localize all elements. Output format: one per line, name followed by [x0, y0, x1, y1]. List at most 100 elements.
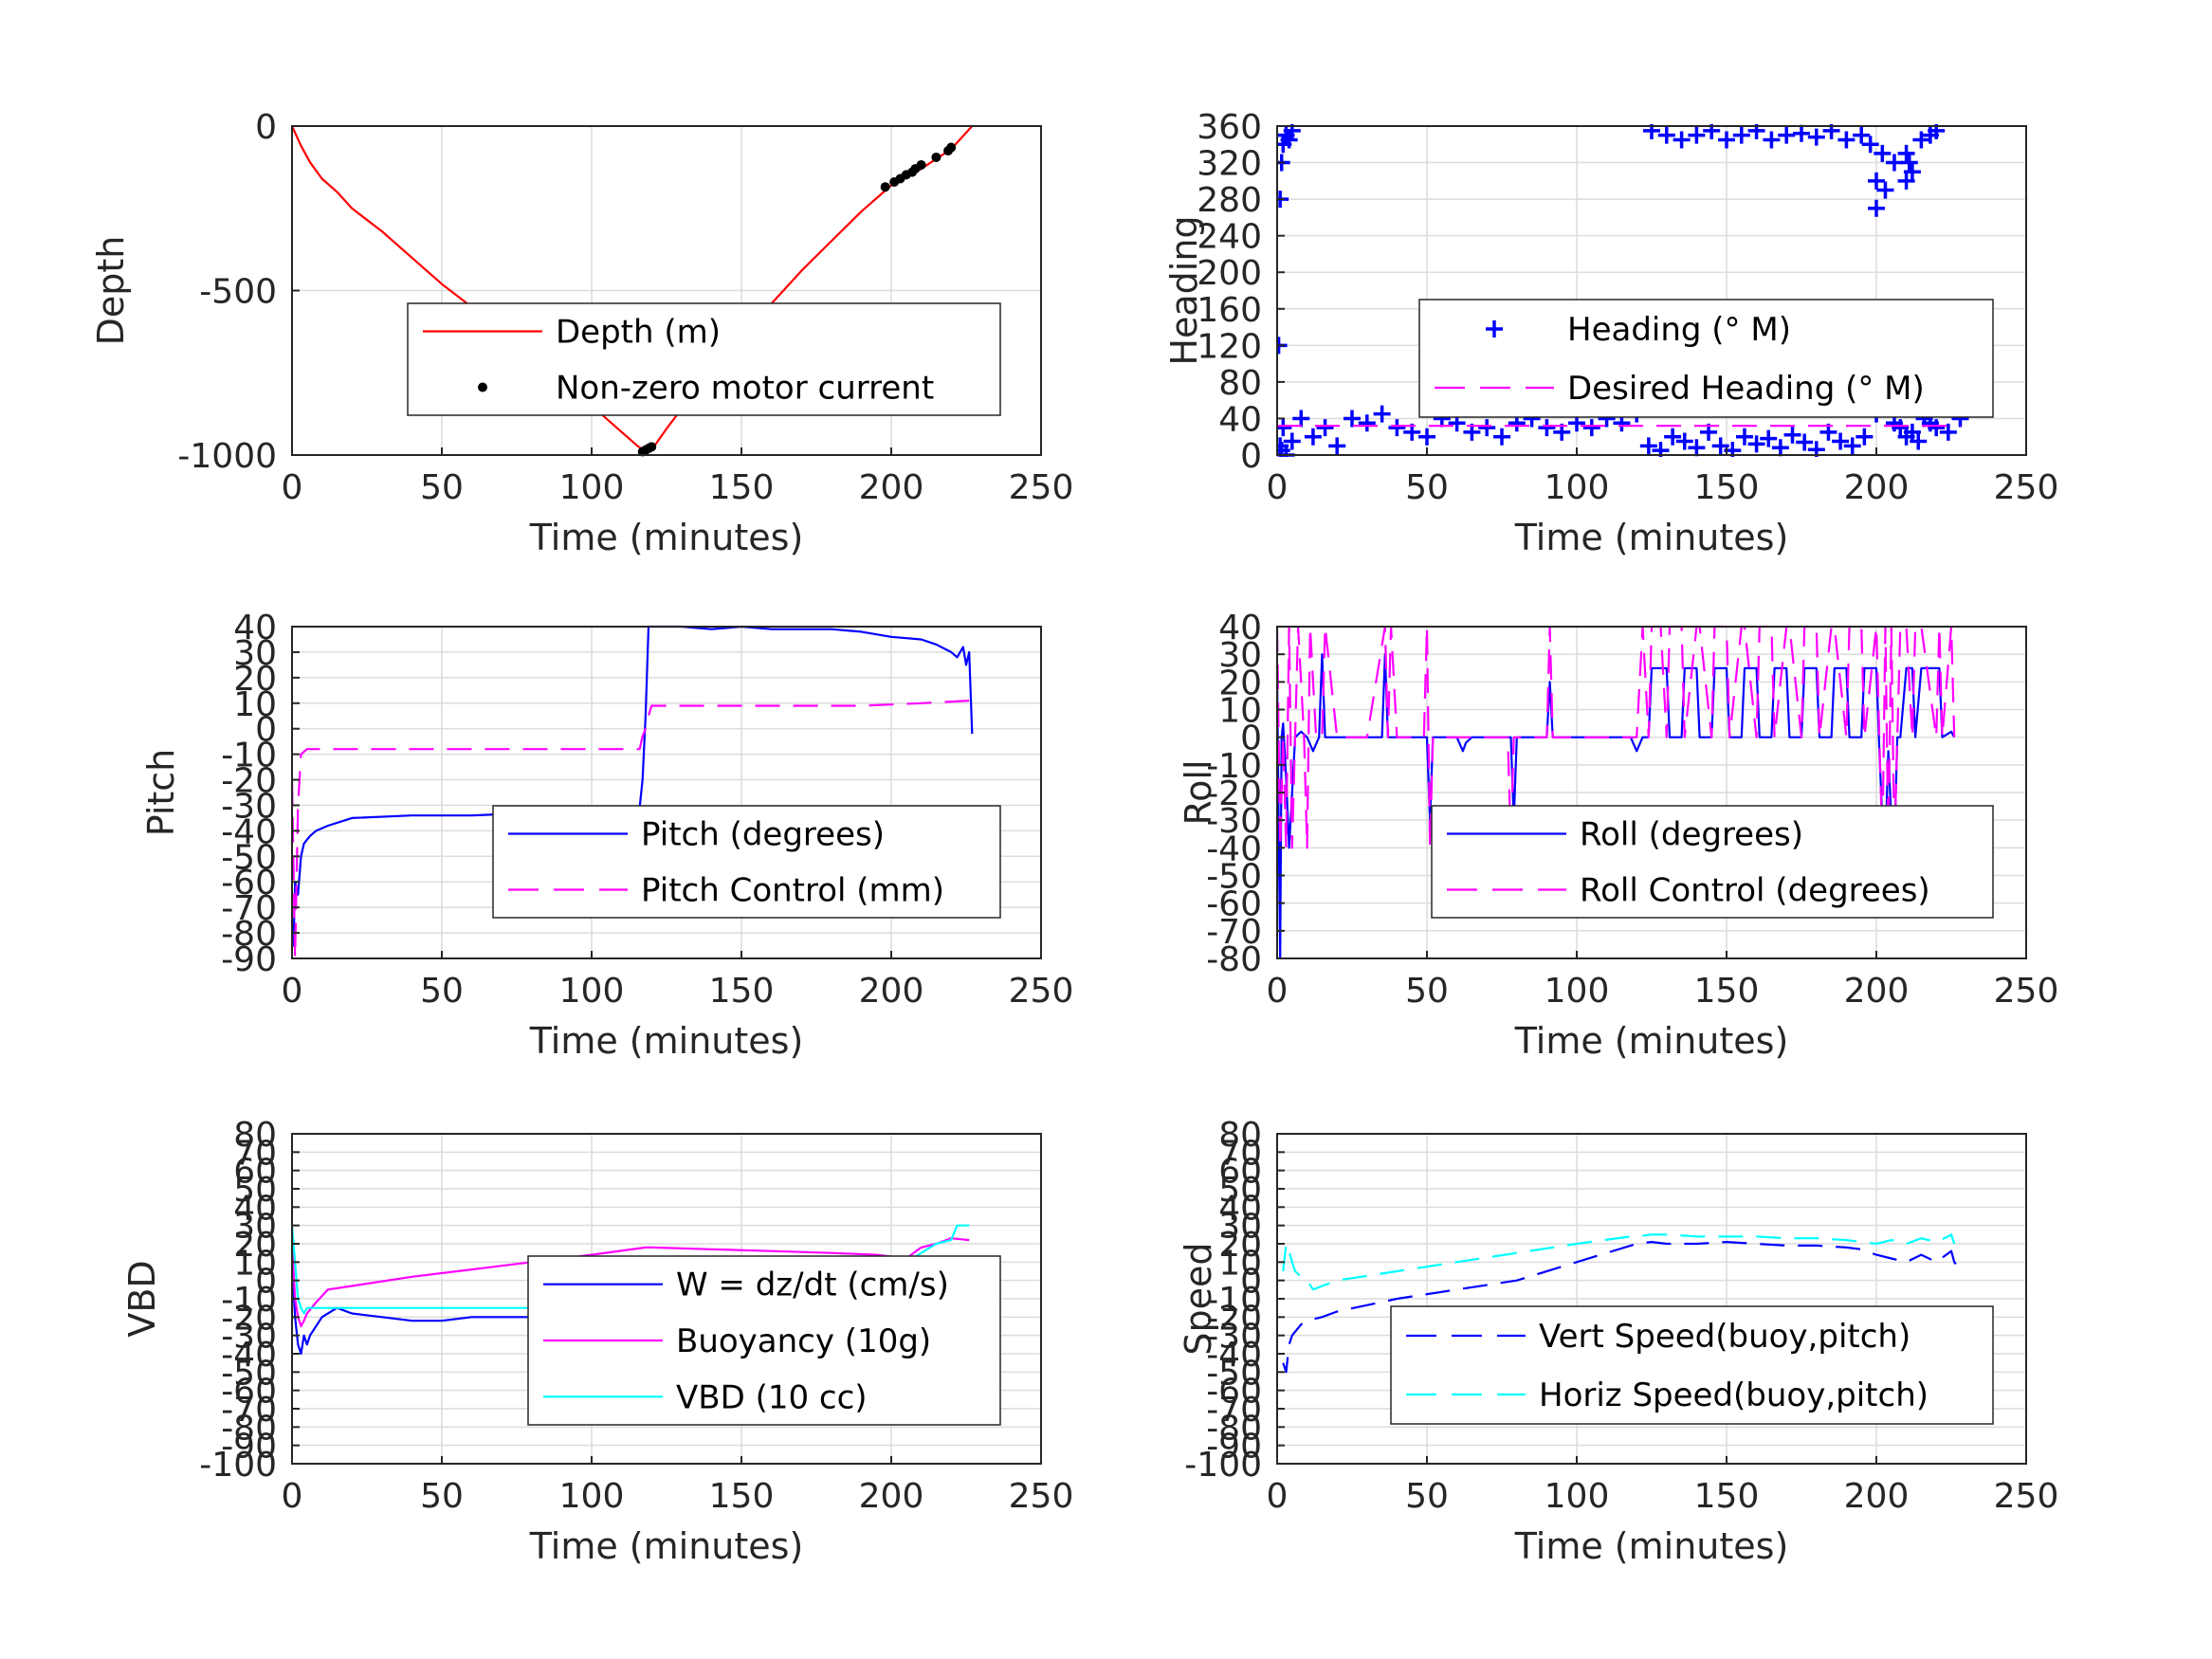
- x-tick-label: 50: [1405, 1477, 1449, 1516]
- legend-swatch: [1486, 320, 1503, 337]
- x-axis-label: Time (minutes): [529, 517, 804, 558]
- x-tick-label: 100: [1545, 1477, 1610, 1516]
- y-tick-label: 70: [1218, 1134, 1262, 1173]
- y-tick-label: 0: [255, 711, 277, 750]
- y-tick-label: 0: [1240, 720, 1262, 758]
- series-heading-0-point: [1853, 126, 1871, 144]
- y-tick-label: 0: [255, 108, 277, 147]
- x-tick-label: 150: [709, 468, 775, 507]
- series-heading-0-point: [1639, 437, 1657, 455]
- x-tick-label: 200: [1844, 972, 1910, 1011]
- y-tick-label: 20: [1218, 1226, 1262, 1265]
- series-depth-0-line: [292, 125, 974, 453]
- x-tick-label: 150: [709, 1477, 775, 1516]
- y-tick-label: -100: [1184, 1446, 1262, 1485]
- y-tick-label: -50: [221, 1354, 277, 1393]
- series-heading-0-point: [1778, 126, 1796, 144]
- y-tick-label: 160: [1197, 291, 1262, 330]
- series-heading-0-point: [1652, 442, 1670, 457]
- series-heading-0-point: [1912, 131, 1930, 149]
- legend-label: Desired Heading (° M): [1567, 370, 1925, 408]
- y-tick-label: 20: [233, 1226, 277, 1265]
- speed-panel: 0 50 100 150 200 25080706050403020100-10-20-3…: [1178, 1116, 2058, 1567]
- series-heading-0-point: [1763, 131, 1781, 149]
- y-tick-label: 60: [233, 1153, 277, 1192]
- y-tick-label: -90: [221, 1428, 277, 1467]
- series-heading-0-point: [1718, 131, 1735, 149]
- y-tick-label: -80: [1206, 1409, 1262, 1448]
- series-heading-0-point: [1664, 428, 1682, 446]
- series-heading-0-point: [1874, 144, 1892, 162]
- legend-label: VBD (10 cc): [676, 1378, 868, 1416]
- y-tick-label: -40: [1206, 1336, 1262, 1375]
- x-tick-label: 200: [1844, 1477, 1910, 1516]
- legend: Pitch (degrees) Pitch Control (mm): [492, 805, 1001, 919]
- series-heading-0-point: [1783, 426, 1801, 444]
- series-heading-0-point: [1280, 131, 1298, 149]
- x-axis-label: Time (minutes): [1514, 1020, 1789, 1062]
- y-tick-label: -500: [199, 273, 277, 312]
- y-tick-label: -100: [199, 1446, 277, 1485]
- legend-label: Horiz Speed(buoy,pitch): [1539, 1376, 1929, 1414]
- series-speed-1-line: [1282, 1233, 1956, 1291]
- x-tick-label: 250: [1009, 1477, 1074, 1516]
- x-tick-label: 250: [1009, 468, 1074, 507]
- legend: Heading (° M) Desired Heading (° M): [1418, 299, 1994, 418]
- y-tick-label: -10: [1206, 1281, 1262, 1320]
- series-heading-0-point: [1928, 419, 1946, 437]
- y-tick-label: 120: [1197, 327, 1262, 366]
- series-heading-0-point: [1832, 432, 1850, 450]
- y-tick-label: -60: [1206, 885, 1262, 924]
- y-tick-label: -50: [221, 838, 277, 877]
- series-heading-0-point: [1843, 437, 1861, 455]
- series-heading-0-point: [1373, 405, 1391, 423]
- y-tick-label: 40: [1218, 400, 1262, 439]
- legend-swatch: [478, 382, 487, 392]
- series-heading-0-point: [1478, 419, 1496, 437]
- y-tick-label: 0: [255, 1263, 277, 1302]
- y-tick-label: 50: [1218, 1171, 1262, 1210]
- y-tick-label: 20: [233, 660, 277, 699]
- series-heading-0-point: [1856, 428, 1874, 446]
- depth-panel: 0 50 100 150 200 250 0 -500 -1000 Time (minutes) D…: [90, 108, 1073, 558]
- x-tick-label: 0: [282, 468, 303, 507]
- series-group: [292, 125, 974, 457]
- y-tick-label: -30: [1206, 1318, 1262, 1357]
- pitch-panel: 0 50 100 150 200 250403020100-10-20-30-40-50-…: [140, 609, 1073, 1062]
- y-tick-label: -80: [221, 1409, 277, 1448]
- x-tick-label: 200: [859, 1477, 924, 1516]
- series-heading-0-point: [1861, 136, 1879, 154]
- x-tick-label: 200: [1844, 468, 1910, 507]
- series-heading-0-point: [1732, 126, 1750, 144]
- y-tick-label: -40: [1206, 830, 1262, 868]
- series-heading-0-point: [1688, 126, 1706, 144]
- legend: Roll (degrees) Roll Control (degrees): [1431, 805, 1994, 919]
- y-tick-label: -90: [221, 940, 277, 979]
- series-heading-0-point: [1675, 432, 1693, 450]
- y-tick-label: -60: [1206, 1373, 1262, 1412]
- y-tick-label: 10: [1218, 692, 1262, 731]
- y-tick-label: -60: [221, 864, 277, 902]
- y-tick-label: 30: [233, 634, 277, 673]
- x-tick-label: 50: [1405, 972, 1449, 1011]
- x-axis-label: Time (minutes): [1514, 517, 1789, 558]
- legend-label: Roll Control (degrees): [1580, 872, 1930, 910]
- series-heading-0-point: [1903, 163, 1921, 181]
- series-heading-0-point: [1418, 428, 1435, 446]
- series-group: [1282, 1233, 1959, 1374]
- legend-label: Vert Speed(buoy,pitch): [1539, 1318, 1910, 1356]
- x-tick-label: 150: [1694, 468, 1760, 507]
- series-heading-0-point: [1885, 154, 1903, 172]
- y-axis-label: Heading: [1163, 215, 1205, 365]
- legend: Depth (m) Non-zero motor current: [407, 302, 1001, 416]
- legend-box: [1418, 299, 1994, 418]
- x-tick-label: 0: [1267, 468, 1289, 507]
- y-tick-label: -60: [221, 1373, 277, 1412]
- series-heading-0-point: [1807, 128, 1825, 146]
- legend-label: Depth (m): [556, 314, 721, 352]
- legend-label: Heading (° M): [1567, 311, 1791, 349]
- y-tick-label: 60: [1218, 1153, 1262, 1192]
- series-heading-0-point: [1837, 131, 1856, 149]
- y-tick-label: -70: [221, 889, 277, 928]
